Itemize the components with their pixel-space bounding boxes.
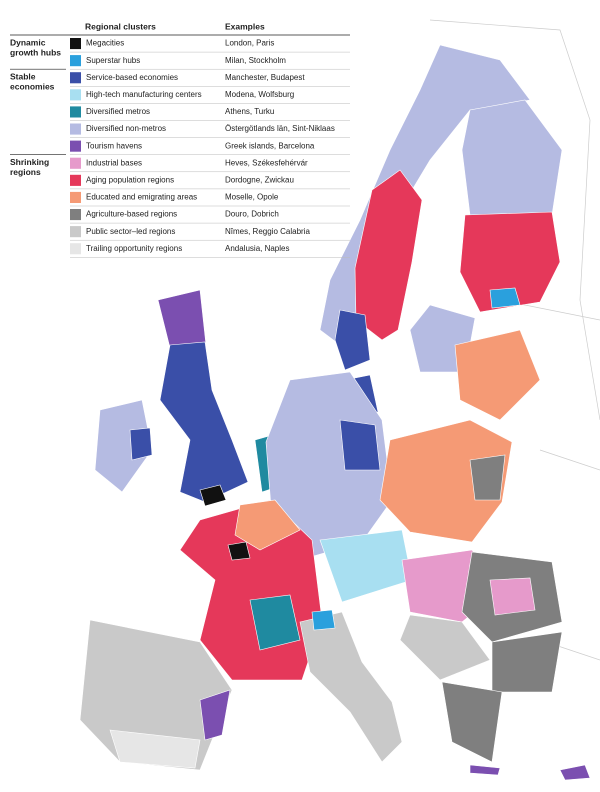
group-label: economies (10, 81, 55, 91)
cluster-name: High-tech manufacturing centers (86, 90, 202, 99)
cluster-example: Modena, Wolfsburg (225, 90, 294, 99)
cluster-example: Athens, Turku (225, 107, 274, 116)
cluster-name: Diversified metros (86, 107, 150, 116)
sweden (354, 169, 423, 341)
cluster-name: Tourism havens (86, 141, 142, 150)
cluster-name: Public sector–led regions (86, 227, 175, 236)
bulgaria (491, 631, 563, 693)
baltic-east (454, 329, 541, 421)
group-label: Dynamic (10, 37, 46, 47)
map (79, 19, 600, 781)
cluster-example: Nîmes, Reggio Calabria (225, 227, 310, 236)
cluster-name: Service-based economies (86, 73, 178, 82)
england (159, 341, 249, 503)
cluster-name: Aging population regions (86, 175, 174, 184)
swatch (70, 38, 81, 50)
greek-islands (469, 764, 501, 776)
norway-south (334, 309, 371, 371)
cluster-example: Heves, Székesfehérvár (225, 158, 308, 167)
ireland-east (129, 427, 153, 461)
swatch (70, 157, 81, 169)
romania-mid (489, 577, 536, 616)
cluster-name: Megacities (86, 39, 124, 48)
alps (319, 529, 413, 603)
swatch (70, 140, 81, 152)
cluster-example: Moselle, Opole (225, 193, 279, 202)
ireland (94, 399, 153, 493)
cluster-name: Trailing opportunity regions (86, 244, 182, 253)
swatch (70, 209, 81, 221)
cluster-name: Agriculture-based regions (86, 210, 177, 219)
legend: Regional clusters Examples Dynamicgrowth… (10, 21, 350, 258)
swatch (70, 191, 81, 203)
finland-south (459, 211, 561, 313)
poland-east (469, 454, 506, 501)
legend-header: Regional clusters (85, 21, 156, 31)
andalusia (109, 729, 201, 769)
milan (311, 609, 336, 631)
group-label: Shrinking (10, 157, 49, 167)
swatch (70, 243, 81, 255)
france-south (249, 594, 301, 651)
cluster-name: Educated and emigrating areas (86, 193, 197, 202)
legend-header: Examples (225, 21, 265, 31)
greece (441, 681, 503, 763)
balkans (399, 614, 491, 681)
italy (299, 611, 403, 763)
cluster-example: Manchester, Budapest (225, 73, 305, 82)
swatch (70, 55, 81, 67)
cluster-example: Östergötlands län, Sint-Niklaas (225, 124, 335, 133)
swatch (70, 72, 81, 84)
cluster-example: Greek islands, Barcelona (225, 141, 315, 150)
scotland (157, 289, 207, 349)
cluster-name: Diversified non-metros (86, 124, 166, 133)
cluster-example: Douro, Dobrich (225, 210, 279, 219)
cluster-example: Dordogne, Zwickau (225, 175, 294, 184)
cluster-name: Superstar hubs (86, 56, 140, 65)
poland (379, 419, 513, 543)
cluster-example: Milan, Stockholm (225, 56, 286, 65)
france-north (234, 499, 301, 551)
swatch (70, 123, 81, 135)
group-label: Stable (10, 71, 36, 81)
cluster-example: Andalusia, Naples (225, 244, 289, 253)
cluster-name: Industrial bases (86, 158, 142, 167)
swatch (70, 174, 81, 186)
swatch (70, 89, 81, 101)
cyprus (559, 764, 591, 781)
group-label: growth hubs (10, 47, 61, 57)
group-label: regions (10, 167, 41, 177)
cluster-example: London, Paris (225, 39, 274, 48)
paris (227, 541, 251, 561)
london (199, 484, 227, 507)
helsinki (489, 287, 521, 309)
iberia-coast (199, 689, 231, 741)
finland-north (461, 99, 563, 216)
swatch (70, 106, 81, 118)
swatch (70, 226, 81, 238)
germany-east (339, 419, 381, 471)
map-outline (429, 19, 600, 661)
